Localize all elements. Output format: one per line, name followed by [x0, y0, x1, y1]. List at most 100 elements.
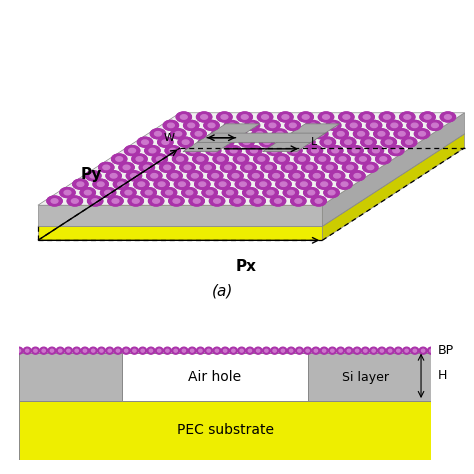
- Circle shape: [186, 191, 193, 195]
- Polygon shape: [38, 113, 465, 205]
- Circle shape: [295, 199, 302, 203]
- Circle shape: [86, 171, 101, 181]
- Circle shape: [89, 347, 97, 354]
- Circle shape: [350, 123, 357, 128]
- Circle shape: [398, 132, 405, 136]
- Circle shape: [419, 347, 427, 354]
- Bar: [19, 353, 122, 401]
- Circle shape: [48, 347, 56, 354]
- Circle shape: [228, 171, 243, 181]
- Circle shape: [224, 349, 227, 352]
- Circle shape: [130, 347, 138, 354]
- Circle shape: [339, 349, 342, 352]
- Circle shape: [227, 191, 233, 195]
- Circle shape: [411, 123, 418, 128]
- Circle shape: [289, 123, 296, 128]
- Circle shape: [319, 157, 326, 161]
- Circle shape: [363, 163, 378, 173]
- Text: (a): (a): [212, 284, 234, 299]
- Circle shape: [376, 154, 391, 164]
- Circle shape: [378, 347, 386, 354]
- Circle shape: [428, 120, 443, 130]
- Circle shape: [47, 196, 62, 206]
- Circle shape: [247, 191, 254, 195]
- Circle shape: [250, 196, 265, 206]
- Circle shape: [214, 199, 220, 203]
- Circle shape: [106, 171, 121, 181]
- Circle shape: [149, 148, 156, 153]
- Circle shape: [136, 157, 143, 161]
- Circle shape: [347, 349, 350, 352]
- Circle shape: [370, 347, 377, 354]
- Circle shape: [272, 129, 287, 139]
- Circle shape: [313, 173, 320, 178]
- Text: Py: Py: [81, 166, 102, 182]
- Circle shape: [155, 132, 161, 136]
- Circle shape: [151, 173, 158, 178]
- Circle shape: [263, 188, 278, 198]
- Circle shape: [273, 173, 280, 178]
- Circle shape: [205, 347, 212, 354]
- Circle shape: [259, 137, 274, 147]
- Circle shape: [73, 179, 88, 189]
- Circle shape: [83, 349, 87, 352]
- Circle shape: [164, 165, 171, 170]
- Circle shape: [146, 191, 152, 195]
- Circle shape: [406, 140, 412, 145]
- Circle shape: [204, 165, 211, 170]
- Circle shape: [23, 347, 31, 354]
- Circle shape: [345, 140, 352, 145]
- Circle shape: [289, 171, 304, 181]
- Circle shape: [197, 347, 204, 354]
- Circle shape: [90, 173, 97, 178]
- Circle shape: [407, 120, 422, 130]
- Circle shape: [328, 347, 336, 354]
- Circle shape: [103, 165, 109, 170]
- Circle shape: [323, 115, 329, 119]
- Circle shape: [214, 199, 220, 203]
- Circle shape: [180, 163, 195, 173]
- Circle shape: [118, 182, 125, 186]
- Circle shape: [215, 349, 219, 352]
- Circle shape: [73, 347, 81, 354]
- Circle shape: [191, 173, 198, 178]
- Circle shape: [105, 191, 111, 195]
- Circle shape: [197, 112, 212, 122]
- Circle shape: [237, 112, 252, 122]
- Circle shape: [440, 112, 456, 122]
- Circle shape: [334, 173, 340, 178]
- Circle shape: [267, 191, 274, 195]
- Circle shape: [119, 163, 134, 173]
- Circle shape: [99, 163, 114, 173]
- Circle shape: [98, 347, 105, 354]
- Circle shape: [158, 182, 165, 186]
- Circle shape: [141, 349, 144, 352]
- Circle shape: [381, 137, 396, 147]
- Circle shape: [193, 154, 208, 164]
- Circle shape: [206, 191, 213, 195]
- Circle shape: [356, 154, 371, 164]
- Circle shape: [67, 196, 82, 206]
- Circle shape: [306, 165, 313, 170]
- Circle shape: [174, 179, 190, 189]
- Circle shape: [100, 349, 103, 352]
- Circle shape: [230, 148, 237, 153]
- Circle shape: [267, 191, 274, 195]
- Circle shape: [199, 182, 206, 186]
- Circle shape: [345, 140, 352, 145]
- Circle shape: [445, 115, 451, 119]
- Circle shape: [373, 148, 379, 153]
- Circle shape: [204, 120, 219, 130]
- Circle shape: [81, 347, 89, 354]
- Circle shape: [202, 188, 217, 198]
- Circle shape: [148, 196, 164, 206]
- Circle shape: [210, 196, 225, 206]
- Circle shape: [144, 165, 150, 170]
- Text: Si layer: Si layer: [342, 371, 389, 383]
- Circle shape: [187, 171, 202, 181]
- Circle shape: [246, 347, 254, 354]
- Circle shape: [346, 120, 361, 130]
- Text: Air hole: Air hole: [188, 370, 241, 384]
- Circle shape: [110, 173, 117, 178]
- Circle shape: [180, 163, 195, 173]
